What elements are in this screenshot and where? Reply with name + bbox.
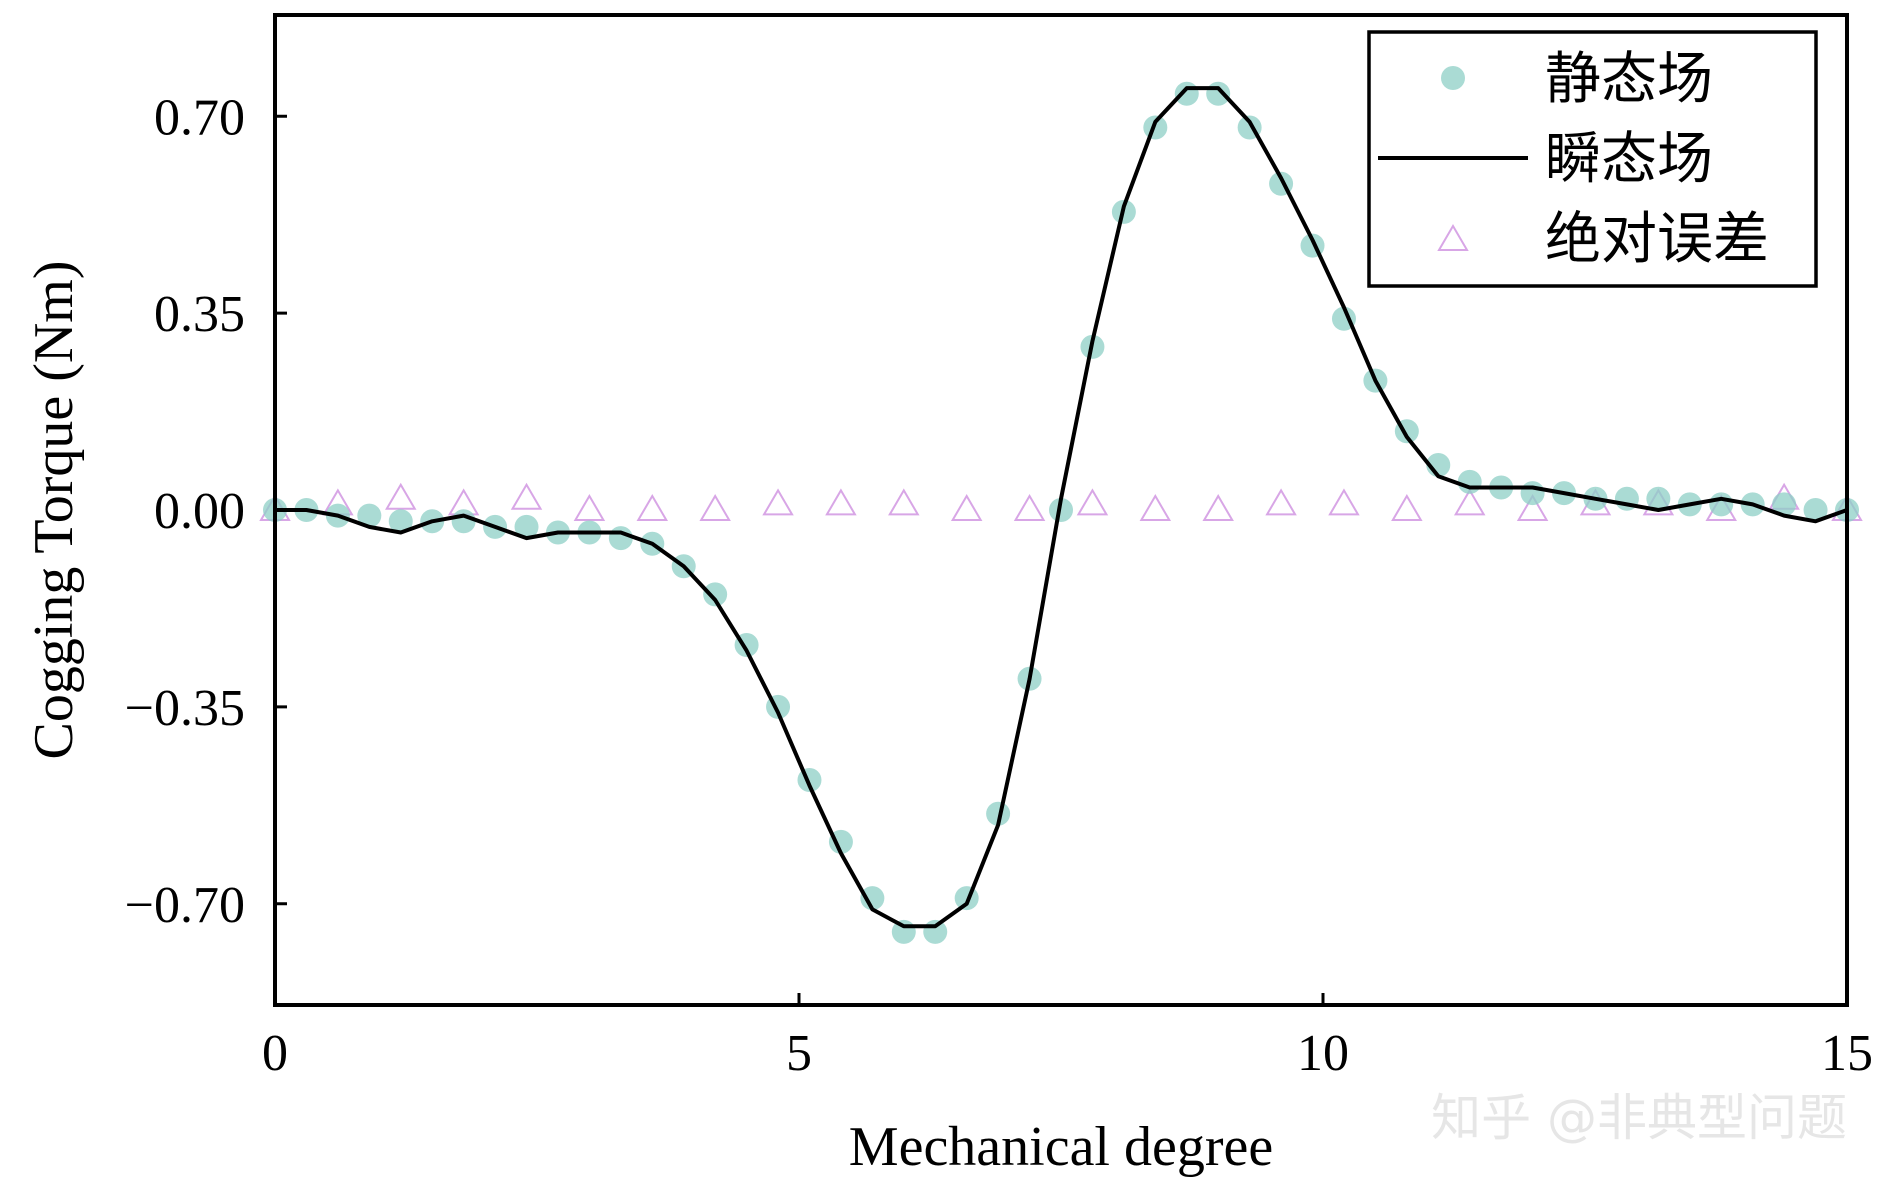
legend-label-error: 绝对误差 (1545, 207, 1769, 272)
error-point (699, 494, 731, 521)
legend-label-transient: 瞬态场 (1545, 127, 1713, 192)
static-field-point (1174, 81, 1199, 106)
legend-marker-circle (1441, 66, 1465, 90)
error-point (1391, 494, 1423, 521)
static-field-point (388, 509, 413, 534)
error-point (573, 494, 606, 521)
error-point (1265, 488, 1297, 516)
static-field-point (1803, 498, 1828, 522)
static-field-point (703, 582, 728, 607)
error-point (762, 488, 794, 516)
static-field-point (1646, 486, 1671, 511)
x-axis-title: Mechanical degree (849, 1116, 1273, 1178)
static-field-point (514, 514, 539, 539)
legend-label-static: 静态场 (1545, 47, 1713, 112)
error-point (510, 482, 543, 510)
static-field-point (860, 886, 885, 911)
x-tick-label: 15 (1821, 1025, 1873, 1082)
static-field-point (1520, 481, 1545, 506)
error-point (1202, 494, 1234, 521)
x-tick-label: 0 (262, 1025, 288, 1082)
static-field-point (451, 509, 476, 534)
error-point (1453, 488, 1486, 516)
legend: 静态场 瞬态场 绝对误差 (1367, 30, 1818, 288)
series-layer (259, 81, 1863, 944)
static-field-point (954, 886, 979, 911)
static-field-point (986, 801, 1011, 826)
y-axis-title: Cogging Torque (Nm) (23, 261, 85, 760)
static-field-point (1772, 492, 1797, 517)
error-point (1516, 494, 1549, 521)
static-field-point (1457, 469, 1482, 494)
static-field-point (923, 919, 948, 944)
watermark: 知乎 @非典型问题 (1431, 1089, 1847, 1147)
error-point (1139, 494, 1172, 521)
static-field-point (1709, 492, 1734, 517)
x-tick-label: 10 (1297, 1025, 1349, 1082)
transient-field-line (275, 86, 1848, 929)
y-tick-label: 0.70 (154, 89, 245, 146)
error-point (1328, 488, 1360, 516)
error-point (825, 488, 857, 516)
static-field-point (357, 503, 382, 528)
legend-marker-triangle (1437, 224, 1469, 251)
error-point (385, 482, 417, 510)
y-tick-label: −0.35 (125, 680, 245, 737)
y-tick-label: 0.00 (154, 483, 245, 540)
y-tick-label: 0.35 (154, 286, 245, 343)
error-point (950, 494, 983, 521)
static-field-point (608, 526, 633, 551)
tick-layer: 0 5 10 15 0.70 0.35 0.00 −0.35 −0.70 (125, 89, 1873, 1082)
x-tick-label: 5 (786, 1025, 812, 1082)
error-point (888, 488, 920, 516)
static-field-point (1206, 81, 1231, 106)
plot-frame (273, 13, 1849, 1007)
error-point (1076, 488, 1109, 516)
error-point (636, 494, 669, 521)
y-tick-label: −0.70 (125, 877, 245, 934)
error-point (1013, 494, 1046, 521)
